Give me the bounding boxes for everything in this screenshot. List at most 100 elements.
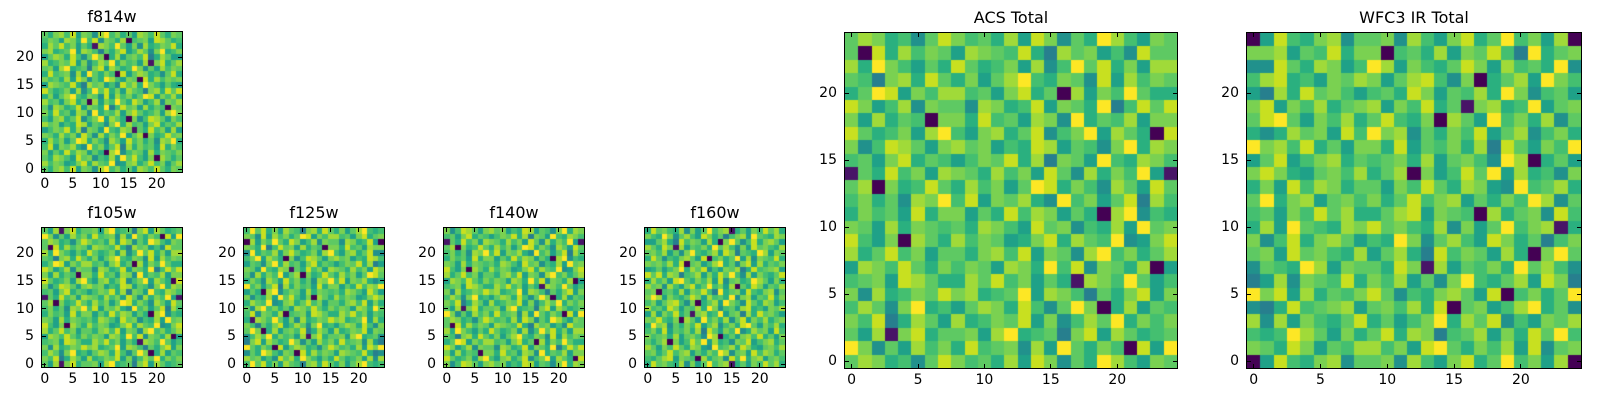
- y-tick-label: 0: [25, 356, 34, 373]
- y-tick-mark: [1247, 360, 1251, 362]
- x-tick-label: 10: [91, 176, 110, 192]
- y-tick-mark: [1173, 226, 1177, 228]
- y-tick-mark: [845, 293, 849, 295]
- x-tick-label: 5: [671, 371, 681, 387]
- y-tick-mark: [42, 140, 46, 142]
- y-tick-label: 20: [1221, 85, 1239, 102]
- x-tick-mark: [128, 168, 130, 172]
- x-tick-label: 20: [147, 371, 166, 387]
- y-tick-mark: [244, 308, 248, 310]
- x-tick-label: 0: [643, 371, 653, 387]
- y-tick-mark: [380, 363, 384, 365]
- x-tick-mark: [72, 168, 74, 172]
- x-tick-mark: [330, 363, 332, 367]
- x-tick-mark: [1116, 364, 1118, 368]
- panel-title-f140w: f140w: [489, 203, 539, 223]
- y-tick-label: 5: [828, 286, 837, 303]
- y-tick-mark: [178, 252, 182, 254]
- x-tick-mark: [128, 32, 130, 36]
- x-tick-label: 15: [119, 176, 138, 192]
- x-tick-mark: [156, 168, 158, 172]
- x-tick-mark: [156, 32, 158, 36]
- x-tick-mark: [1319, 364, 1321, 368]
- x-tick-label: 15: [321, 371, 340, 387]
- y-tick-mark: [444, 252, 448, 254]
- x-tick-mark: [530, 228, 532, 232]
- panel-title-f160w: f160w: [690, 203, 740, 223]
- x-tick-mark: [274, 363, 276, 367]
- x-tick-label: 20: [1108, 372, 1127, 388]
- y-tick-mark: [1247, 159, 1251, 161]
- x-tick-label: 20: [349, 371, 368, 387]
- y-tick-label: 5: [628, 328, 637, 345]
- y-tick-label: 15: [16, 272, 34, 289]
- x-tick-mark: [358, 228, 360, 232]
- y-tick-mark: [1247, 92, 1251, 94]
- x-tick-mark: [72, 32, 74, 36]
- x-tick-label: 10: [91, 371, 110, 387]
- heatmap-acs-total: [845, 33, 1177, 368]
- y-tick-label: 5: [25, 133, 34, 150]
- y-tick-mark: [178, 56, 182, 58]
- y-tick-label: 10: [1221, 219, 1239, 236]
- y-tick-mark: [781, 308, 785, 310]
- y-tick-label: 10: [16, 300, 34, 317]
- x-tick-label: 10: [694, 371, 713, 387]
- x-tick-mark: [1050, 33, 1052, 37]
- x-tick-label: 10: [975, 372, 994, 388]
- y-tick-mark: [580, 252, 584, 254]
- x-tick-mark: [530, 363, 532, 367]
- panel-title-wfc3-ir-total: WFC3 IR Total: [1359, 8, 1469, 28]
- y-tick-label: 10: [418, 300, 436, 317]
- x-tick-label: 20: [750, 371, 769, 387]
- y-tick-mark: [781, 363, 785, 365]
- x-tick-mark: [100, 168, 102, 172]
- x-tick-label: 5: [1316, 372, 1325, 388]
- y-tick-label: 0: [227, 356, 236, 373]
- x-tick-label: 15: [521, 371, 540, 387]
- x-tick-mark: [128, 228, 130, 232]
- y-tick-mark: [244, 363, 248, 365]
- x-tick-mark: [100, 363, 102, 367]
- y-tick-mark: [580, 335, 584, 337]
- panel-f160w: f160w 0 5 10 15 20 0 5 10 15 20: [619, 204, 786, 386]
- heatmap-f814w: [42, 32, 182, 172]
- x-tick-mark: [675, 228, 677, 232]
- x-tick-mark: [156, 228, 158, 232]
- x-tick-label: 10: [1378, 372, 1397, 388]
- y-tick-mark: [645, 252, 649, 254]
- panel-title-acs-total: ACS Total: [973, 8, 1049, 28]
- x-tick-mark: [100, 32, 102, 36]
- y-tick-mark: [1173, 92, 1177, 94]
- y-tick-mark: [781, 280, 785, 282]
- x-tick-mark: [703, 363, 705, 367]
- y-tick-mark: [178, 168, 182, 170]
- x-tick-mark: [647, 228, 649, 232]
- y-tick-label: 10: [819, 219, 837, 236]
- y-tick-mark: [781, 252, 785, 254]
- y-tick-label: 15: [218, 272, 236, 289]
- x-tick-mark: [156, 363, 158, 367]
- x-tick-mark: [851, 33, 853, 37]
- y-tick-label: 15: [16, 77, 34, 94]
- x-tick-mark: [302, 228, 304, 232]
- x-tick-mark: [917, 33, 919, 37]
- x-tick-label: 10: [293, 371, 312, 387]
- x-tick-mark: [1386, 364, 1388, 368]
- y-tick-mark: [444, 308, 448, 310]
- y-tick-mark: [244, 252, 248, 254]
- x-tick-mark: [330, 228, 332, 232]
- heatmap-f140w: [444, 228, 584, 367]
- x-tick-mark: [100, 228, 102, 232]
- y-tick-label: 20: [218, 245, 236, 262]
- x-tick-label: 0: [847, 372, 857, 388]
- y-tick-mark: [1173, 360, 1177, 362]
- y-tick-mark: [178, 112, 182, 114]
- y-tick-mark: [380, 335, 384, 337]
- y-tick-label: 15: [819, 152, 837, 169]
- x-tick-mark: [72, 228, 74, 232]
- y-tick-mark: [645, 335, 649, 337]
- y-tick-mark: [845, 226, 849, 228]
- y-tick-mark: [645, 280, 649, 282]
- y-tick-label: 20: [619, 245, 637, 262]
